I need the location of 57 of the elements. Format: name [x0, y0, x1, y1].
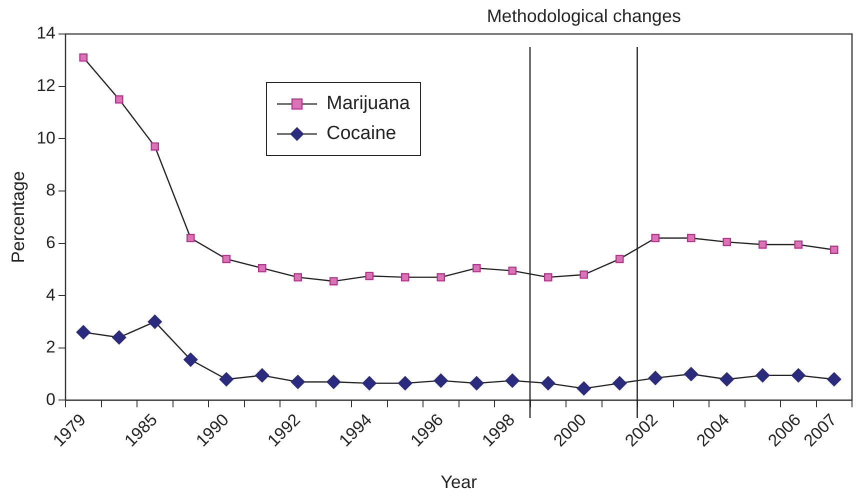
point	[830, 246, 838, 254]
point	[329, 277, 338, 286]
point	[184, 352, 198, 367]
point	[400, 273, 410, 282]
point	[398, 376, 412, 390]
point	[365, 272, 374, 280]
point	[150, 142, 160, 151]
point	[79, 53, 88, 62]
point	[362, 376, 376, 390]
point	[186, 234, 195, 242]
point	[612, 376, 627, 390]
point	[472, 264, 481, 272]
y-tick-label: 8	[46, 180, 56, 200]
point	[258, 264, 266, 272]
point	[722, 238, 732, 246]
point	[544, 273, 552, 282]
point	[791, 368, 806, 382]
point	[222, 254, 231, 264]
point	[648, 370, 662, 386]
point	[115, 95, 124, 104]
point	[684, 366, 698, 382]
point	[756, 368, 770, 382]
text: Methodological changes	[486, 6, 681, 26]
legend-label: Cocaine	[326, 123, 396, 145]
point	[541, 376, 556, 390]
point	[794, 240, 803, 249]
point	[827, 372, 842, 386]
point	[580, 270, 588, 279]
y-tick-label: 10	[36, 128, 56, 148]
point	[434, 374, 448, 388]
point	[326, 374, 341, 390]
point	[76, 325, 90, 340]
point	[758, 240, 767, 249]
point	[576, 381, 591, 396]
legend-label: Marijuana	[326, 93, 410, 115]
y-tick-label: 14	[36, 24, 56, 43]
point	[505, 374, 520, 388]
point	[294, 273, 302, 282]
y-tick-label: 4	[46, 285, 56, 304]
y-tick-label: 12	[36, 76, 56, 96]
point	[686, 234, 696, 242]
y-tick-label: 0	[46, 390, 56, 409]
y-axis-title: Percentage	[8, 171, 28, 264]
point	[470, 376, 484, 390]
point	[255, 368, 270, 382]
point	[436, 273, 446, 282]
point	[290, 374, 305, 390]
y-tick-label: 2	[46, 338, 56, 357]
point	[219, 372, 234, 386]
point	[615, 254, 624, 264]
point	[508, 266, 517, 275]
point	[651, 234, 660, 242]
point	[112, 330, 126, 345]
point	[720, 372, 734, 386]
y-tick-label: 6	[46, 232, 56, 252]
point	[148, 314, 162, 329]
x-axis-title: Year	[440, 472, 477, 492]
